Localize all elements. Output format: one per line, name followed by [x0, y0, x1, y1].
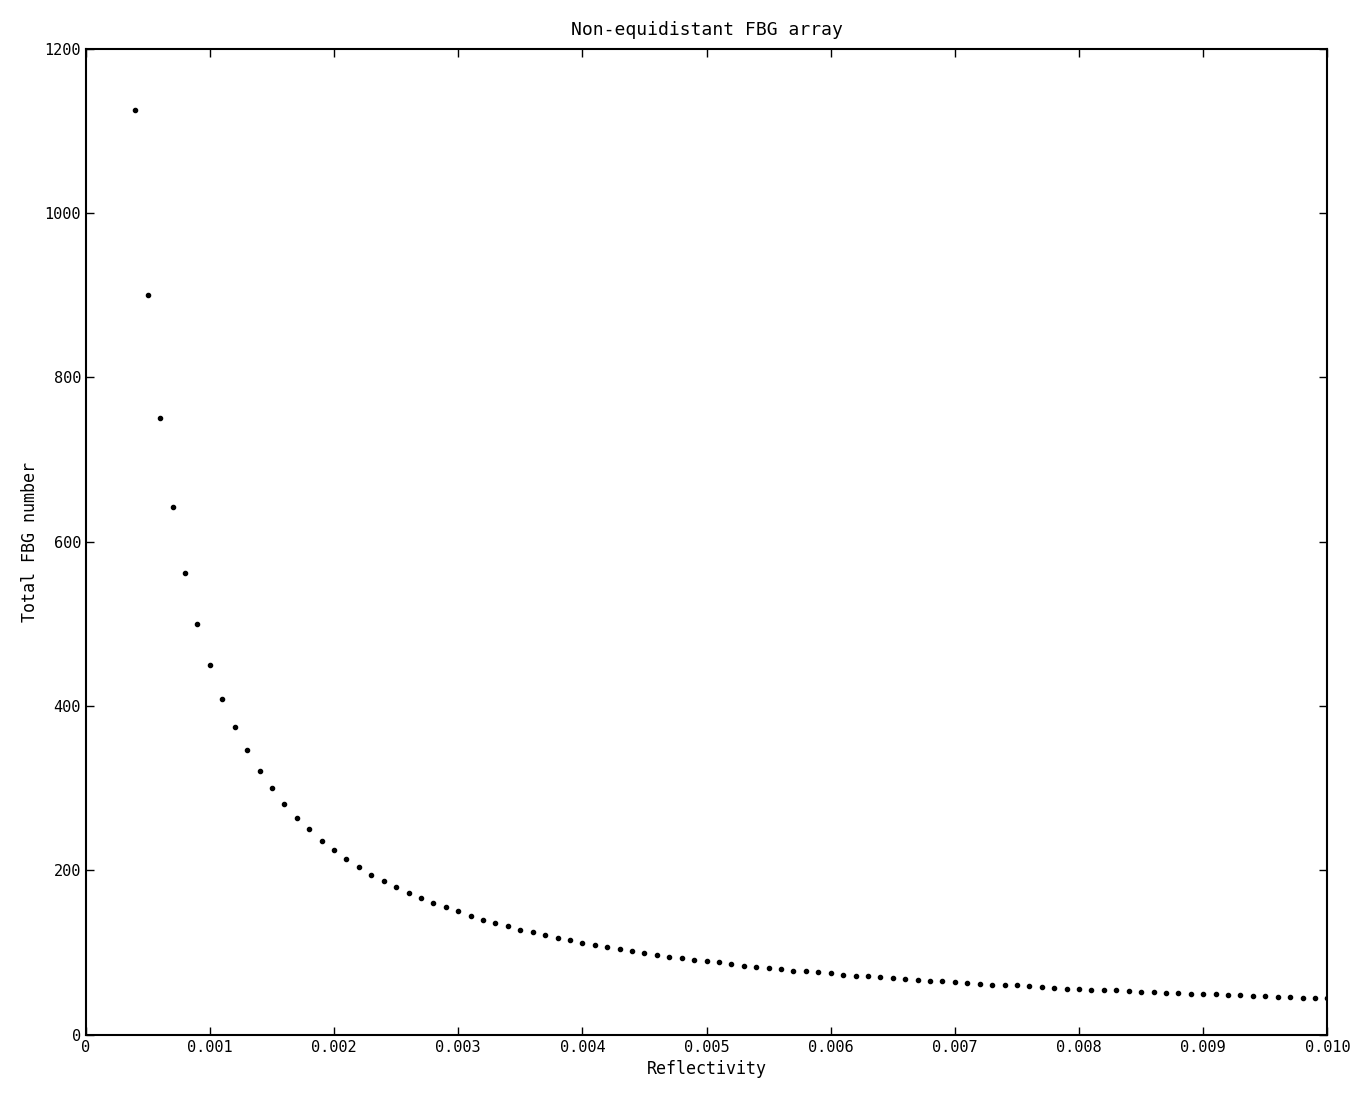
X-axis label: Reflectivity: Reflectivity — [647, 1061, 766, 1078]
Title: Non-equidistant FBG array: Non-equidistant FBG array — [570, 21, 843, 38]
Y-axis label: Total FBG number: Total FBG number — [21, 462, 38, 622]
